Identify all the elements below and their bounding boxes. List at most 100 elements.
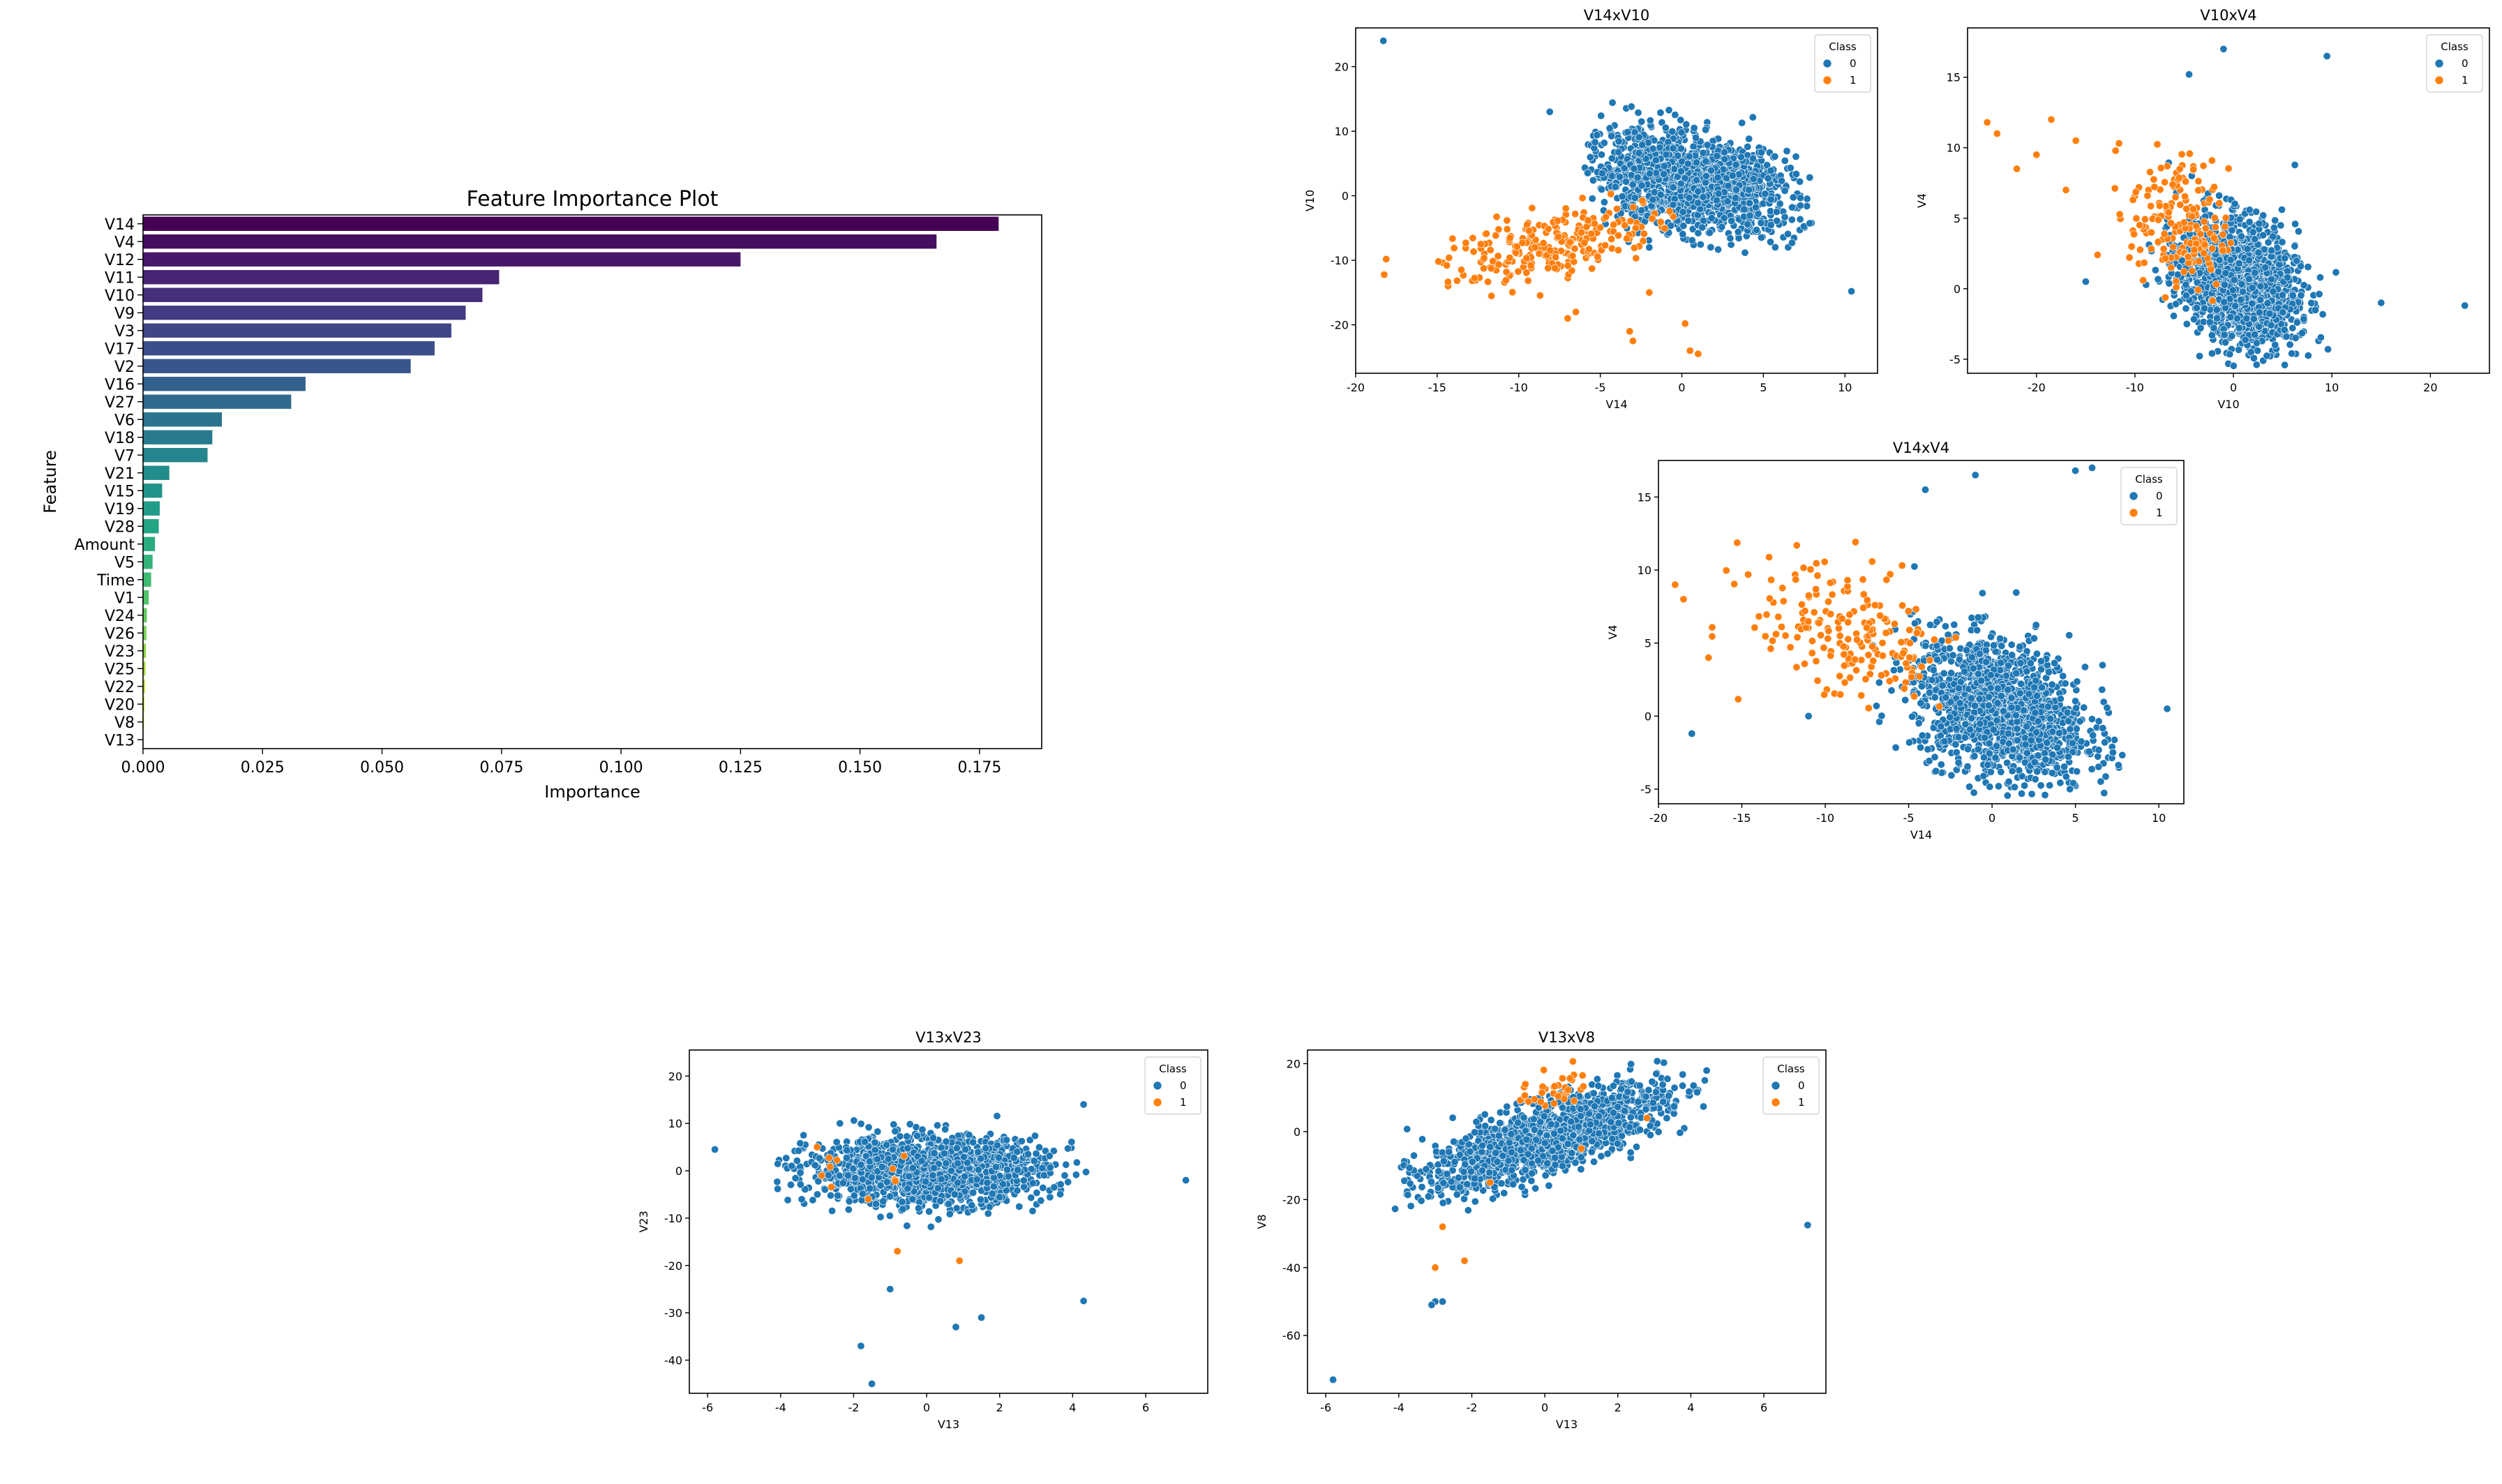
point-class-0 (1746, 211, 1754, 220)
point-class-0 (2233, 314, 2241, 322)
point-class-1 (2136, 221, 2144, 230)
y-tick-label: -10 (1331, 254, 1349, 267)
point-class-0 (2268, 246, 2276, 255)
point-class-0 (1966, 726, 1975, 734)
point-class-0 (1915, 719, 1923, 728)
point-class-0 (1660, 170, 1668, 178)
point-class-0 (2072, 697, 2080, 705)
point-class-0 (1978, 589, 1986, 597)
point-class-0 (1662, 151, 1670, 159)
point-class-1 (2072, 137, 2080, 145)
chart-title: Feature Importance Plot (467, 187, 719, 211)
point-class-0 (2291, 242, 2299, 250)
point-class-1 (2140, 259, 2148, 267)
series-class-1 (1380, 190, 1702, 358)
point-class-0 (1982, 646, 1991, 654)
point-class-1 (2141, 215, 2149, 223)
point-class-0 (1690, 123, 1698, 132)
point-class-1 (2212, 223, 2220, 232)
y-tick-label: V22 (105, 679, 135, 696)
point-class-0 (2081, 278, 2090, 286)
point-class-0 (2249, 354, 2258, 362)
point-class-0 (1848, 287, 1856, 295)
point-class-0 (2284, 273, 2292, 282)
point-class-0 (1627, 103, 1635, 111)
point-class-1 (2154, 216, 2162, 224)
y-tick-label: V16 (105, 376, 135, 394)
point-class-0 (2252, 361, 2261, 369)
point-class-1 (1566, 238, 1574, 246)
point-class-0 (1931, 753, 1939, 761)
point-class-0 (1674, 151, 1682, 160)
point-class-0 (2251, 330, 2259, 338)
point-class-0 (1649, 195, 1657, 204)
point-class-0 (1998, 642, 2006, 650)
point-class-0 (2026, 659, 2035, 668)
point-class-1 (1568, 252, 1577, 260)
point-class-0 (2256, 282, 2265, 290)
legend-marker-class-0 (2434, 59, 2444, 68)
point-class-0 (1952, 748, 1961, 756)
point-class-0 (2220, 298, 2228, 306)
point-class-0 (1781, 156, 1789, 165)
point-class-0 (1757, 219, 1765, 227)
point-class-0 (2263, 352, 2271, 360)
point-class-0 (2030, 758, 2039, 766)
point-class-0 (1753, 225, 1761, 234)
point-class-0 (2255, 322, 2263, 331)
point-class-0 (2307, 299, 2316, 307)
point-class-0 (2088, 715, 2096, 724)
point-class-0 (1796, 215, 1804, 223)
point-class-0 (1597, 112, 1605, 120)
point-class-0 (2280, 326, 2288, 334)
point-class-1 (2212, 280, 2221, 288)
legend-entry-label: 0 (2462, 57, 2469, 70)
point-class-0 (1955, 655, 1963, 664)
point-class-0 (2248, 299, 2256, 308)
point-class-0 (2304, 352, 2312, 360)
point-class-0 (2316, 333, 2325, 342)
y-tick-label: V2 (114, 359, 135, 376)
point-class-0 (1598, 185, 1606, 193)
point-class-0 (1746, 199, 1754, 207)
x-axis-label: V14 (1605, 398, 1627, 411)
point-class-0 (1685, 152, 1693, 160)
point-class-0 (1713, 196, 1721, 204)
point-class-1 (1492, 213, 1501, 221)
points-layer (1671, 463, 2171, 800)
point-class-1 (1661, 224, 1669, 232)
point-class-0 (2095, 763, 2103, 771)
point-class-0 (1905, 738, 1914, 747)
point-class-1 (1983, 118, 1991, 126)
point-class-0 (1684, 216, 1693, 225)
point-class-1 (2180, 267, 2188, 276)
point-class-0 (2089, 731, 2097, 740)
point-class-0 (2182, 292, 2190, 300)
point-class-0 (1646, 117, 1654, 125)
point-class-1 (2175, 174, 2183, 182)
point-class-1 (1450, 243, 1458, 252)
point-class-1 (1443, 261, 1451, 269)
point-class-0 (1638, 181, 1646, 190)
point-class-1 (1564, 314, 1572, 322)
point-class-0 (2279, 291, 2287, 299)
point-class-1 (1626, 217, 1635, 225)
point-class-0 (1950, 620, 1958, 629)
point-class-0 (2294, 227, 2302, 236)
point-class-0 (1714, 173, 1722, 181)
point-class-0 (1778, 177, 1786, 185)
point-class-0 (2100, 789, 2108, 797)
point-class-0 (1586, 153, 1594, 161)
point-class-0 (1771, 243, 1779, 251)
point-class-1 (1470, 274, 1478, 283)
bar-v15 (143, 484, 163, 498)
point-class-0 (2251, 235, 2259, 243)
point-class-1 (1489, 257, 1497, 265)
bar-v20 (143, 697, 145, 712)
point-class-1 (1584, 216, 1592, 225)
point-class-0 (2270, 223, 2278, 232)
point-class-0 (2076, 717, 2084, 726)
point-class-1 (2150, 183, 2159, 191)
point-class-0 (1918, 731, 1926, 740)
point-class-0 (2103, 703, 2111, 712)
